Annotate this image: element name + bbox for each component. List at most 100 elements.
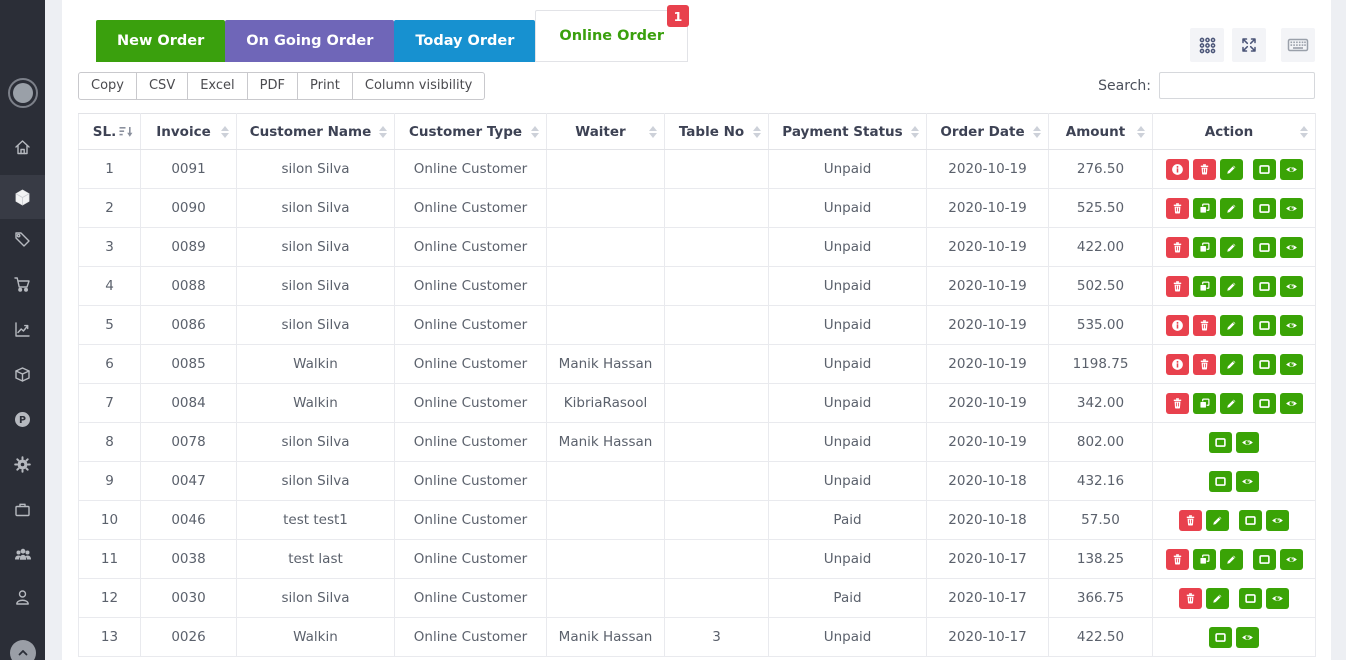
column-header-order-date[interactable]: Order Date xyxy=(926,113,1049,150)
panel-action-button[interactable] xyxy=(1252,314,1276,336)
delete-action-button[interactable] xyxy=(1179,509,1202,531)
panel-action-button[interactable] xyxy=(1252,353,1276,375)
trash-icon xyxy=(1186,592,1195,604)
tab-today-order[interactable]: Today Order xyxy=(394,20,536,62)
sidebar-item-profile[interactable] xyxy=(0,588,45,607)
column-header-waiter[interactable]: Waiter xyxy=(546,113,665,150)
column-header-customer-name[interactable]: Customer Name xyxy=(236,113,395,150)
delete-action-button[interactable] xyxy=(1192,158,1216,180)
delete-action-button[interactable] xyxy=(1179,587,1202,609)
edit-action-button[interactable] xyxy=(1219,353,1243,375)
column-header-sl[interactable]: SL. xyxy=(78,113,141,150)
view-action-button[interactable] xyxy=(1236,626,1259,648)
apps-grid-button[interactable] xyxy=(1190,28,1224,62)
search-input[interactable] xyxy=(1159,72,1315,99)
info-action-button[interactable] xyxy=(1165,353,1189,375)
view-action-button[interactable] xyxy=(1279,314,1303,336)
edit-action-button[interactable] xyxy=(1219,158,1243,180)
panel-action-button[interactable] xyxy=(1252,548,1276,570)
tab-ongoing-order[interactable]: On Going Order xyxy=(225,20,395,62)
cell-customer: silon Silva xyxy=(236,188,395,228)
copy-button[interactable]: Copy xyxy=(78,72,137,100)
column-header-table-no[interactable]: Table No xyxy=(664,113,769,150)
duplicate-action-button[interactable] xyxy=(1192,392,1216,414)
delete-action-button[interactable] xyxy=(1165,392,1189,414)
pdf-button[interactable]: PDF xyxy=(247,72,298,100)
view-action-button[interactable] xyxy=(1236,431,1259,453)
sidebar-item-staff[interactable] xyxy=(0,545,45,564)
view-action-button[interactable] xyxy=(1279,548,1303,570)
view-action-button[interactable] xyxy=(1279,392,1303,414)
edit-action-button[interactable] xyxy=(1206,587,1229,609)
window-icon xyxy=(1258,320,1270,330)
column-visibility-button[interactable]: Column visibility xyxy=(352,72,486,100)
panel-action-button[interactable] xyxy=(1252,197,1276,219)
scroll-top-button[interactable] xyxy=(0,640,45,660)
cell-sl: 5 xyxy=(78,305,141,345)
panel-action-button[interactable] xyxy=(1209,431,1232,453)
view-action-button[interactable] xyxy=(1236,470,1259,492)
duplicate-action-button[interactable] xyxy=(1192,548,1216,570)
delete-action-button[interactable] xyxy=(1165,548,1189,570)
panel-action-button[interactable] xyxy=(1252,236,1276,258)
delete-action-button[interactable] xyxy=(1165,197,1189,219)
view-action-button[interactable] xyxy=(1266,587,1289,609)
panel-action-button[interactable] xyxy=(1239,509,1262,531)
info-action-button[interactable] xyxy=(1165,314,1189,336)
duplicate-action-button[interactable] xyxy=(1192,236,1216,258)
view-action-button[interactable] xyxy=(1279,353,1303,375)
eye-icon xyxy=(1285,361,1297,367)
delete-action-button[interactable] xyxy=(1192,314,1216,336)
duplicate-action-button[interactable] xyxy=(1192,197,1216,219)
view-action-button[interactable] xyxy=(1279,158,1303,180)
duplicate-action-button[interactable] xyxy=(1192,275,1216,297)
column-header-action[interactable]: Action xyxy=(1152,113,1316,150)
delete-action-button[interactable] xyxy=(1165,236,1189,258)
panel-action-button[interactable] xyxy=(1209,626,1232,648)
sidebar-item-tags[interactable] xyxy=(0,230,45,249)
sidebar-item-home[interactable] xyxy=(0,138,45,157)
panel-action-button[interactable] xyxy=(1252,275,1276,297)
sidebar-item-pos[interactable]: P xyxy=(0,410,45,429)
column-header-customer-type[interactable]: Customer Type xyxy=(394,113,547,150)
sidebar-item-orders[interactable] xyxy=(0,175,45,219)
panel-action-button[interactable] xyxy=(1252,392,1276,414)
delete-action-button[interactable] xyxy=(1165,275,1189,297)
view-action-button[interactable] xyxy=(1266,509,1289,531)
sidebar-item-office[interactable] xyxy=(0,500,45,519)
edit-action-button[interactable] xyxy=(1219,236,1243,258)
sidebar-item-reports[interactable] xyxy=(0,320,45,339)
fullscreen-button[interactable] xyxy=(1232,28,1266,62)
view-action-button[interactable] xyxy=(1279,275,1303,297)
avatar[interactable] xyxy=(0,78,45,108)
edit-action-button[interactable] xyxy=(1219,392,1243,414)
info-action-button[interactable] xyxy=(1165,158,1189,180)
panel-action-button[interactable] xyxy=(1252,158,1276,180)
tab-new-order[interactable]: New Order xyxy=(96,20,226,62)
excel-button[interactable]: Excel xyxy=(188,72,248,100)
edit-action-button[interactable] xyxy=(1219,548,1243,570)
print-button[interactable]: Print xyxy=(297,72,353,100)
search-area: Search: xyxy=(1098,72,1315,99)
edit-action-button[interactable] xyxy=(1219,314,1243,336)
column-header-payment-status[interactable]: Payment Status xyxy=(768,113,927,150)
panel-action-button[interactable] xyxy=(1209,470,1232,492)
keyboard-button[interactable] xyxy=(1281,28,1315,62)
csv-button[interactable]: CSV xyxy=(136,72,189,100)
view-action-button[interactable] xyxy=(1279,236,1303,258)
view-action-button[interactable] xyxy=(1279,197,1303,219)
edit-action-button[interactable] xyxy=(1219,197,1243,219)
sidebar-item-inventory[interactable] xyxy=(0,365,45,384)
cell-amount: 1198.75 xyxy=(1048,344,1153,384)
edit-action-button[interactable] xyxy=(1206,509,1229,531)
cell-type: Online Customer xyxy=(394,617,547,657)
sidebar-item-cart[interactable] xyxy=(0,275,45,294)
edit-action-button[interactable] xyxy=(1219,275,1243,297)
delete-action-button[interactable] xyxy=(1192,353,1216,375)
column-header-amount[interactable]: Amount xyxy=(1048,113,1153,150)
cell-sl: 9 xyxy=(78,461,141,501)
tab-online-order[interactable]: Online Order 1 xyxy=(535,5,690,62)
column-header-invoice[interactable]: Invoice xyxy=(140,113,237,150)
sidebar-item-settings[interactable] xyxy=(0,455,45,474)
panel-action-button[interactable] xyxy=(1239,587,1262,609)
